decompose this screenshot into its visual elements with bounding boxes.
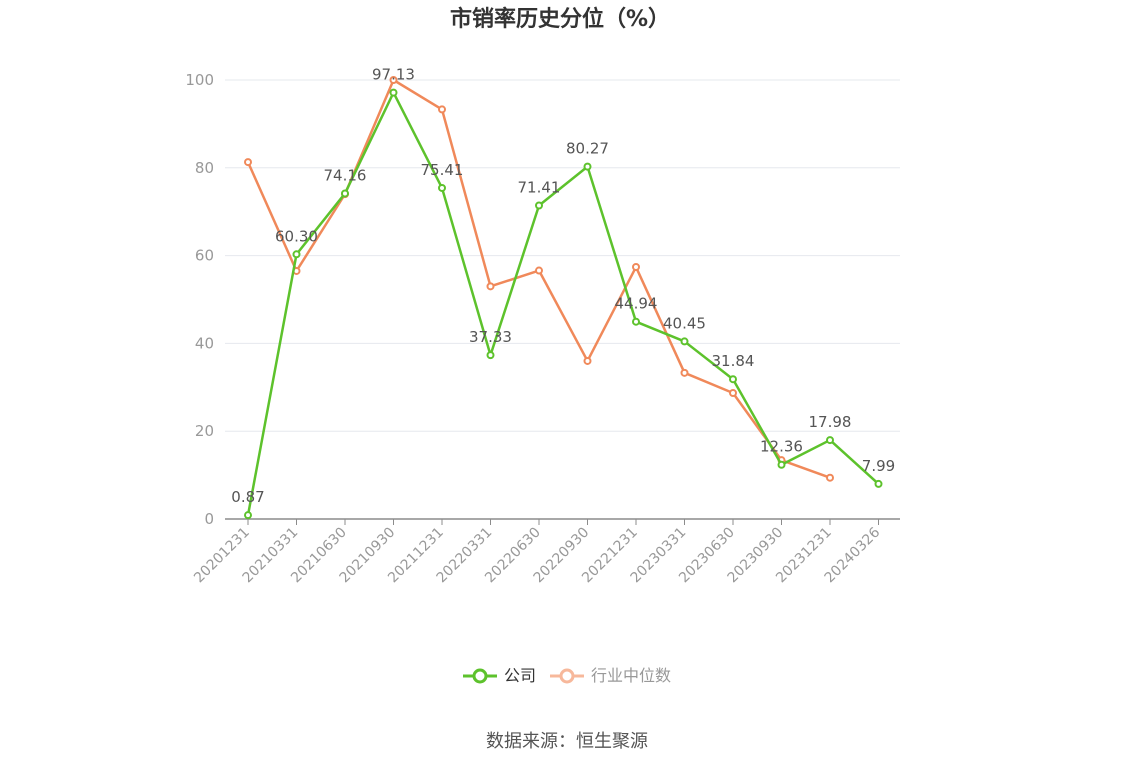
company-point[interactable] xyxy=(389,88,398,97)
data-labels: 0.87 60.30 74.16 97.13 75.41 37.33 71.41 80.27 4… xyxy=(231,66,895,507)
data-label: 31.84 xyxy=(712,352,755,370)
data-label: 12.36 xyxy=(760,438,803,456)
data-label: 40.45 xyxy=(663,314,706,332)
industry-point[interactable] xyxy=(244,158,252,167)
industry-line xyxy=(246,78,831,479)
data-label: 71.41 xyxy=(518,179,561,197)
data-label: 7.99 xyxy=(862,457,895,475)
y-tick-label: 80 xyxy=(195,159,214,177)
y-tick-label: 0 xyxy=(204,510,214,528)
data-source: 数据来源：恒生聚源 xyxy=(486,731,648,752)
industry-point[interactable] xyxy=(535,266,543,275)
data-label: 97.13 xyxy=(372,66,415,84)
legend-item-company[interactable]: 公司 xyxy=(463,666,536,685)
company-point[interactable] xyxy=(826,436,834,445)
company-point[interactable] xyxy=(632,317,640,326)
company-point[interactable] xyxy=(341,189,349,198)
company-point[interactable] xyxy=(486,351,495,360)
data-label: 74.16 xyxy=(324,166,367,184)
legend-industry-label: 行业中位数 xyxy=(591,666,671,685)
industry-point[interactable] xyxy=(583,356,592,365)
y-axis: 0 20 40 60 80 100 xyxy=(185,71,214,528)
y-tick-label: 40 xyxy=(195,334,214,352)
data-label: 80.27 xyxy=(566,140,609,158)
data-label: 0.87 xyxy=(231,488,264,506)
chart-title: 市销率历史分位（%） xyxy=(450,6,670,32)
industry-point[interactable] xyxy=(826,473,834,482)
company-point[interactable] xyxy=(729,375,737,384)
company-point[interactable] xyxy=(680,337,689,346)
grid-lines xyxy=(225,79,900,432)
industry-point[interactable] xyxy=(632,263,640,272)
company-point[interactable] xyxy=(583,162,592,171)
legend-industry-marker xyxy=(559,668,575,684)
industry-point[interactable] xyxy=(680,368,689,377)
series-industry xyxy=(244,76,834,482)
industry-point[interactable] xyxy=(438,105,446,114)
y-tick-label: 60 xyxy=(195,247,214,265)
legend-item-industry[interactable]: 行业中位数 xyxy=(550,666,671,685)
company-point[interactable] xyxy=(777,460,786,469)
data-label: 75.41 xyxy=(421,161,464,179)
company-point[interactable] xyxy=(874,479,883,488)
x-axis: 2020123120210331202106302021093020211231… xyxy=(191,518,900,586)
data-label: 60.30 xyxy=(275,227,318,245)
company-point[interactable] xyxy=(244,511,252,520)
industry-point[interactable] xyxy=(486,282,495,291)
company-point[interactable] xyxy=(438,183,446,192)
legend: 公司 行业中位数 xyxy=(463,666,671,685)
company-point[interactable] xyxy=(292,250,301,259)
y-tick-label: 100 xyxy=(185,71,214,89)
industry-point[interactable] xyxy=(729,389,737,398)
legend-company-label: 公司 xyxy=(504,666,536,685)
company-point[interactable] xyxy=(535,201,543,210)
series-company xyxy=(244,88,883,520)
legend-company-marker xyxy=(472,668,488,684)
company-line xyxy=(246,91,880,516)
data-label: 17.98 xyxy=(809,413,852,431)
data-label: 44.94 xyxy=(615,295,658,313)
data-label: 37.33 xyxy=(469,328,512,346)
industry-point[interactable] xyxy=(389,76,398,84)
y-tick-label: 20 xyxy=(195,422,214,440)
